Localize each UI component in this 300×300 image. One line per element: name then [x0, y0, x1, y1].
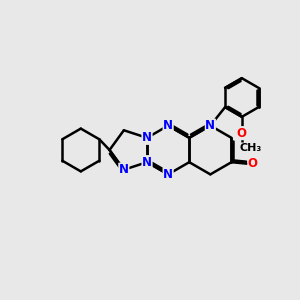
Text: N: N — [163, 168, 173, 181]
Text: N: N — [142, 156, 152, 169]
Text: O: O — [248, 157, 258, 170]
Text: N: N — [205, 119, 215, 132]
Text: CH₃: CH₃ — [239, 143, 261, 153]
Text: N: N — [142, 131, 152, 144]
Text: N: N — [119, 163, 129, 176]
Text: O: O — [237, 127, 247, 140]
Text: N: N — [163, 119, 173, 132]
